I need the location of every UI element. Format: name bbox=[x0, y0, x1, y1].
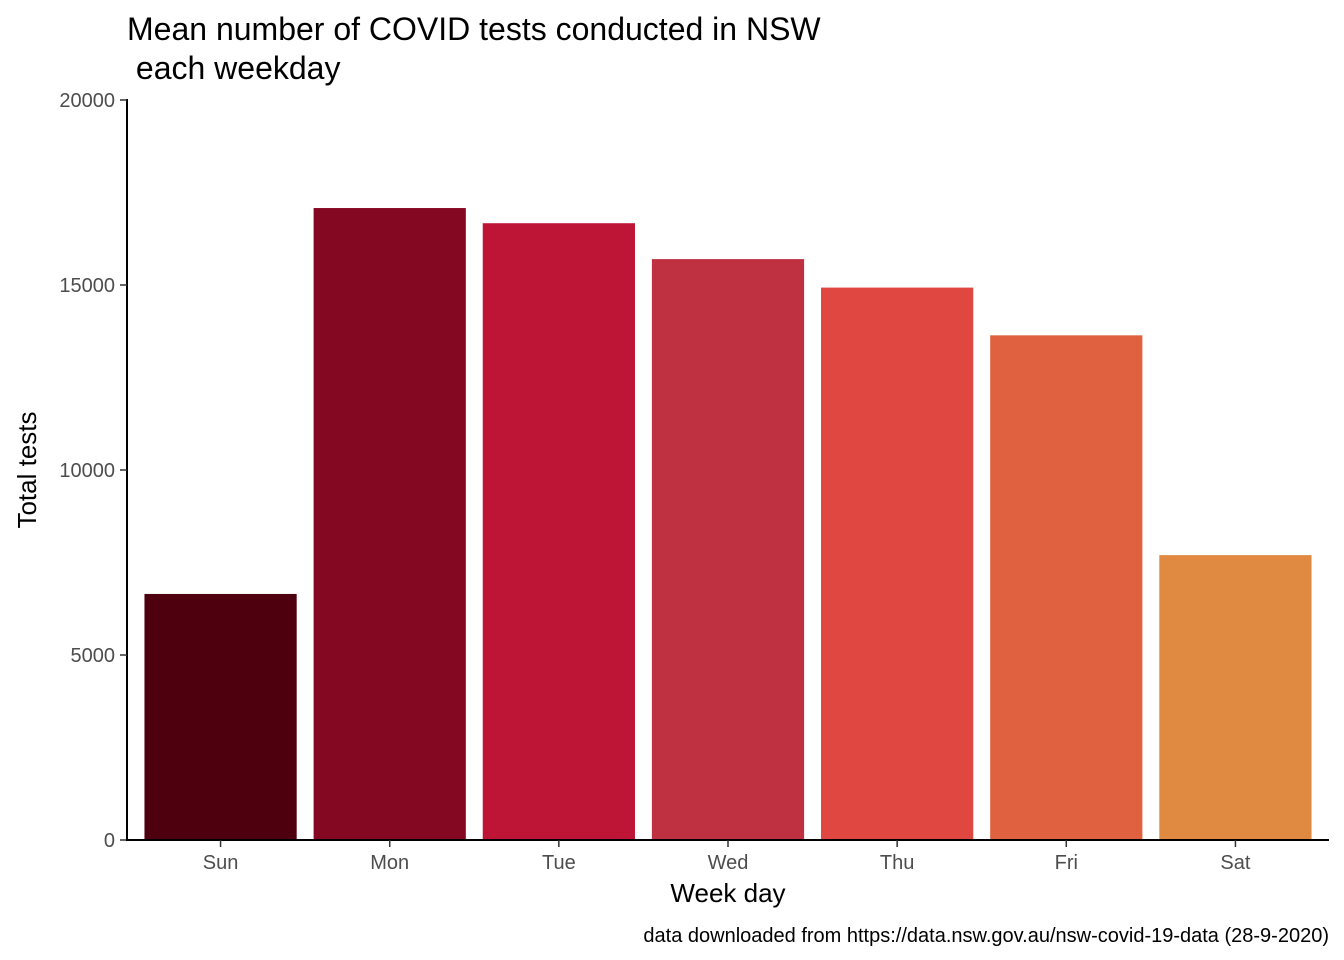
bar-wed bbox=[651, 259, 805, 841]
x-tick-label-wed: Wed bbox=[708, 852, 749, 874]
y-tick-label-20000: 20000 bbox=[59, 90, 115, 112]
y-axis: 0 5000 10000 15000 20000 bbox=[59, 90, 128, 852]
y-axis-title: Total tests bbox=[12, 411, 42, 528]
y-tick-label-15000: 15000 bbox=[59, 275, 115, 297]
data-source-caption: data downloaded from https://data.nsw.go… bbox=[643, 925, 1329, 947]
bar-sat bbox=[1159, 555, 1312, 840]
x-tick-label-tue: Tue bbox=[542, 852, 576, 874]
x-tick-label-sat: Sat bbox=[1220, 852, 1250, 874]
chart-title: Mean number of COVID tests conducted in … bbox=[127, 11, 821, 86]
chart-title-line-2: each weekday bbox=[127, 50, 340, 86]
bar-sun bbox=[144, 593, 297, 840]
bar-thu bbox=[821, 287, 974, 841]
y-tick-label-10000: 10000 bbox=[59, 460, 115, 482]
bar-mon bbox=[313, 208, 466, 841]
x-tick-label-thu: Thu bbox=[880, 852, 914, 874]
x-axis: Sun Mon Tue Wed Thu Fri Sat bbox=[126, 839, 1329, 874]
bar-fri bbox=[990, 335, 1143, 840]
x-axis-title: Week day bbox=[670, 878, 785, 908]
bar-tue bbox=[482, 223, 635, 840]
x-tick-label-sun: Sun bbox=[203, 852, 239, 874]
x-tick-label-mon: Mon bbox=[370, 852, 409, 874]
y-tick-label-0: 0 bbox=[104, 830, 115, 852]
chart-title-line-1: Mean number of COVID tests conducted in … bbox=[127, 11, 821, 47]
y-tick-label-5000: 5000 bbox=[71, 645, 116, 667]
x-tick-label-fri: Fri bbox=[1055, 852, 1078, 874]
bars-group bbox=[144, 208, 1312, 841]
